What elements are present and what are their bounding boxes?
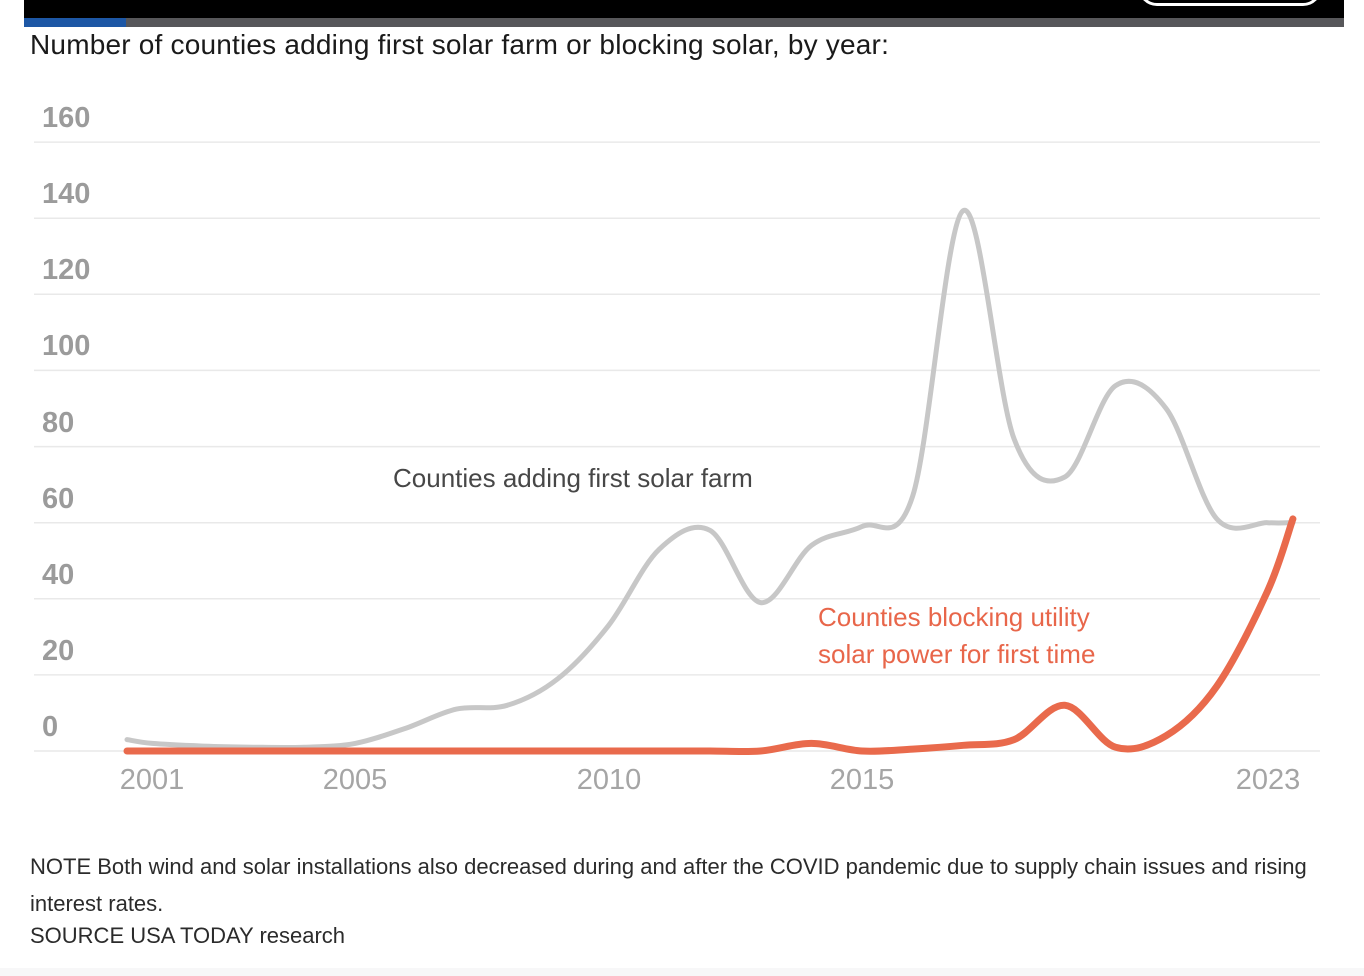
series-label-adding: Counties adding first solar farm <box>393 463 753 493</box>
y-tick-label: 0 <box>42 711 59 743</box>
chart-title: Number of counties adding first solar fa… <box>30 29 890 60</box>
chart-canvas <box>34 141 1320 756</box>
series-label-blocking-line1: Counties blocking utility <box>818 602 1090 632</box>
progress-bar <box>24 18 1344 27</box>
y-tick-label: 100 <box>42 330 91 363</box>
note-line-1: NOTE Both wind and solar installations a… <box>30 854 1137 879</box>
x-tick-label: 2001 <box>119 764 185 796</box>
note-text: NOTE Both wind and solar installations a… <box>30 848 1346 922</box>
source-text: SOURCE USA TODAY research <box>30 923 346 948</box>
y-tick-label: 60 <box>42 482 75 515</box>
x-tick-label: 2005 <box>322 764 388 796</box>
top-app-bar <box>24 0 1344 18</box>
note-line-2: issues and rising interest rates. <box>30 854 1307 916</box>
series-line-blocking <box>123 515 1297 756</box>
y-tick-label: 120 <box>42 254 91 287</box>
progress-fill <box>24 18 126 27</box>
x-tick-label: 2023 <box>1235 764 1301 796</box>
y-tick-label: 160 <box>42 102 91 135</box>
bottom-section-edge <box>0 968 1364 976</box>
line-chart: 0 20 40 60 80 100 120 140 160 2001 2005 2010 2015 20… <box>34 102 1320 796</box>
y-tick-label: 40 <box>42 558 75 591</box>
y-tick-label: 140 <box>42 178 91 211</box>
x-tick-label: 2010 <box>576 764 642 796</box>
series-label-blocking-line2: solar power for first time <box>818 639 1096 669</box>
y-tick-label: 20 <box>42 634 75 667</box>
y-tick-label: 80 <box>42 406 75 439</box>
series-label-blocking: Counties blocking utility solar power fo… <box>818 599 1095 673</box>
series-line-adding <box>124 208 1296 751</box>
x-tick-label: 2015 <box>829 764 895 796</box>
